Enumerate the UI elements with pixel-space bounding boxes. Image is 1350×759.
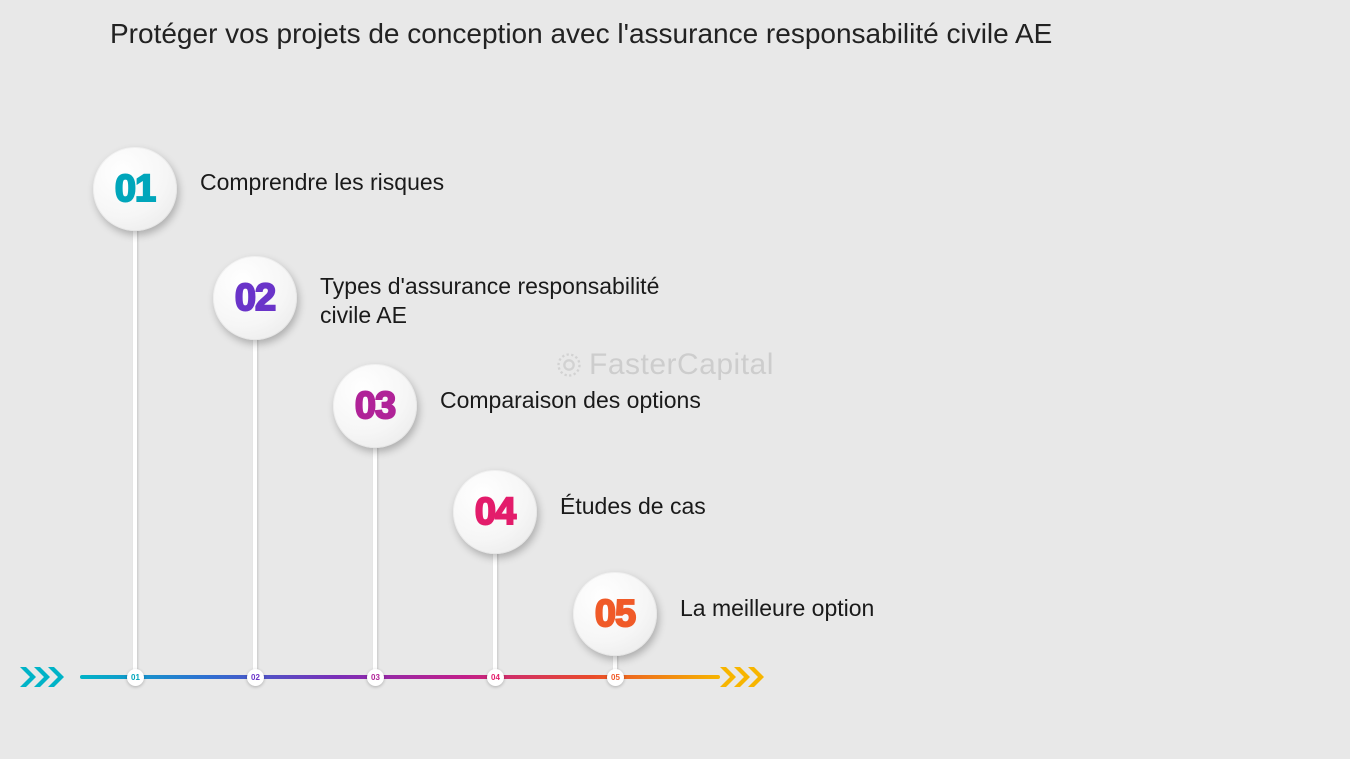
watermark: FasterCapital — [555, 348, 774, 382]
axis-bar: 01 02 03 04 05 — [20, 665, 780, 689]
gear-icon — [555, 351, 583, 379]
chevron-left-icon — [20, 667, 80, 687]
axis-dot: 02 — [247, 669, 264, 686]
step-badge: 05 — [573, 572, 657, 656]
step-label: Types d'assurance responsabilité civile … — [320, 272, 680, 330]
step-label: Études de cas — [560, 492, 706, 521]
watermark-text: FasterCapital — [589, 348, 774, 382]
step-badge: 01 — [93, 147, 177, 231]
page-title: Protéger vos projets de conception avec … — [110, 18, 1052, 50]
step-number: 03 — [355, 385, 395, 428]
step-number: 02 — [235, 277, 275, 320]
chevron-right-icon — [720, 667, 780, 687]
step-number: 04 — [475, 491, 515, 534]
axis-dot: 03 — [367, 669, 384, 686]
step-stem — [253, 330, 257, 677]
step-label: Comparaison des options — [440, 386, 701, 415]
step-label: Comprendre les risques — [200, 168, 444, 197]
step-stem — [493, 544, 497, 677]
axis-dot: 04 — [487, 669, 504, 686]
step-number: 01 — [115, 168, 155, 211]
axis-dot: 01 — [127, 669, 144, 686]
step-badge: 02 — [213, 256, 297, 340]
step-label: La meilleure option — [680, 594, 874, 623]
step-stem — [373, 438, 377, 677]
step-stem — [133, 220, 137, 677]
step-badge: 04 — [453, 470, 537, 554]
axis-dot: 05 — [607, 669, 624, 686]
step-number: 05 — [595, 593, 635, 636]
axis-gradient-line — [80, 675, 720, 679]
step-badge: 03 — [333, 364, 417, 448]
